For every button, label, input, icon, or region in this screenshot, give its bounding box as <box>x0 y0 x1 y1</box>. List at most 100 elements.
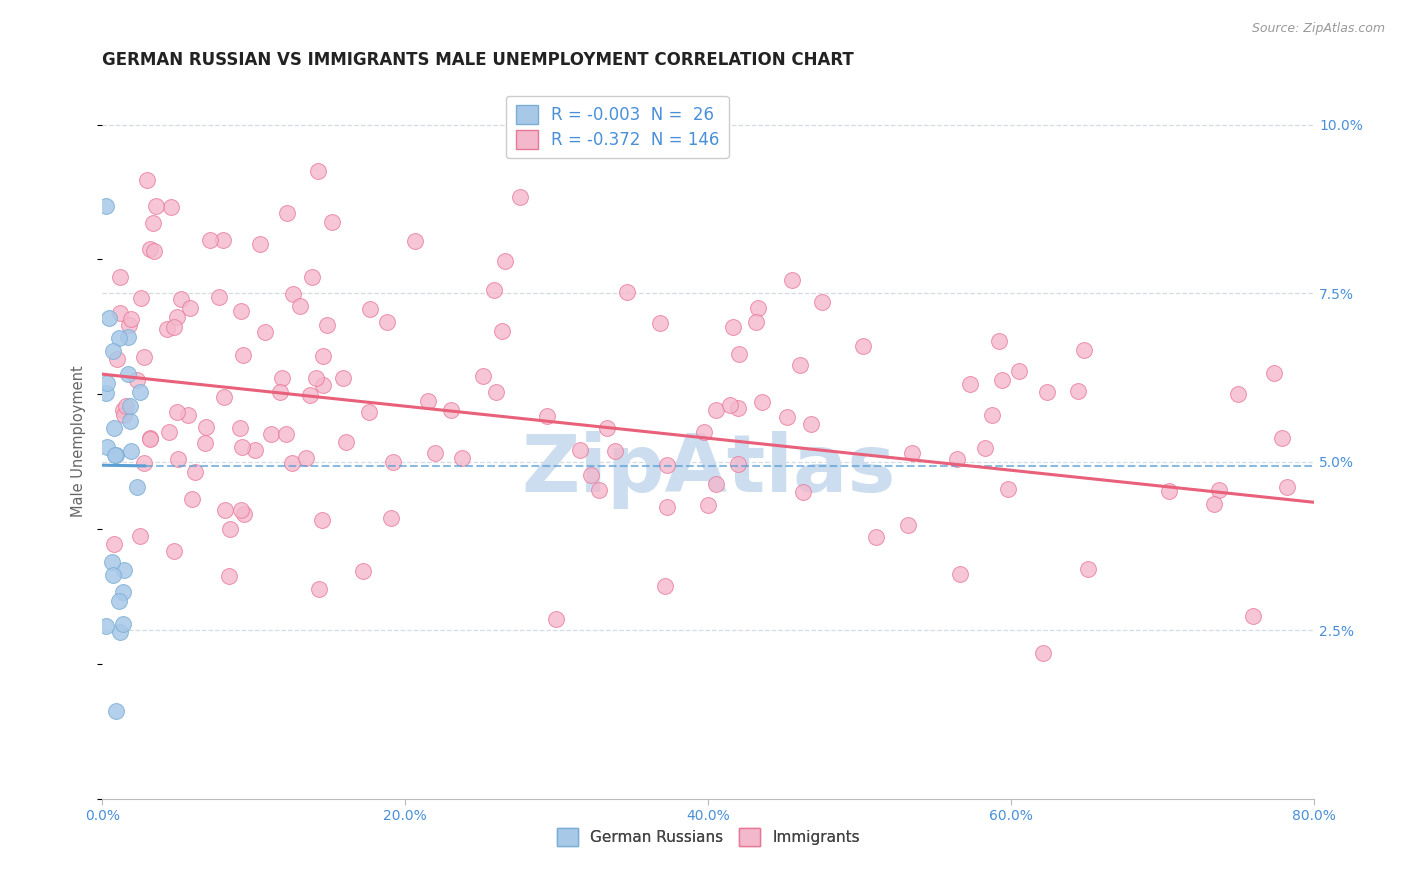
Point <box>949 566 972 581</box>
Point <box>655 500 678 514</box>
Point <box>852 338 875 352</box>
Point <box>616 285 638 300</box>
Point <box>718 398 741 412</box>
Point <box>298 387 321 401</box>
Point <box>181 491 204 506</box>
Point <box>1077 562 1099 576</box>
Point <box>156 322 179 336</box>
Point <box>288 299 311 313</box>
Point <box>195 419 218 434</box>
Point <box>198 233 221 247</box>
Point <box>595 421 617 435</box>
Point <box>311 513 333 527</box>
Text: Source: ZipAtlas.com: Source: ZipAtlas.com <box>1251 22 1385 36</box>
Point <box>96 440 118 454</box>
Point <box>568 443 591 458</box>
Point <box>727 401 749 415</box>
Point <box>212 390 235 404</box>
Point <box>494 253 516 268</box>
Point <box>111 585 134 599</box>
Point <box>142 216 165 230</box>
Point <box>249 237 271 252</box>
Y-axis label: Male Unemployment: Male Unemployment <box>72 366 86 517</box>
Point <box>648 317 671 331</box>
Point <box>776 409 799 424</box>
Point <box>990 373 1012 387</box>
Point <box>1067 384 1090 399</box>
Point <box>105 352 128 367</box>
Point <box>321 215 343 229</box>
Point <box>142 244 165 258</box>
Point <box>120 312 142 326</box>
Point <box>157 425 180 439</box>
Point <box>145 199 167 213</box>
Point <box>301 269 323 284</box>
Point <box>211 233 233 247</box>
Point <box>312 378 335 392</box>
Point <box>163 544 186 558</box>
Point <box>472 369 495 384</box>
Point <box>281 456 304 470</box>
Point <box>747 301 769 315</box>
Point <box>166 405 188 419</box>
Point <box>129 291 152 305</box>
Point <box>117 329 139 343</box>
Point <box>1157 483 1180 498</box>
Point <box>115 399 138 413</box>
Point <box>789 358 811 372</box>
Point <box>177 408 200 422</box>
Point <box>229 303 252 318</box>
Point <box>136 172 159 186</box>
Point <box>101 344 124 359</box>
Point <box>166 310 188 325</box>
Point <box>163 319 186 334</box>
Point <box>276 206 298 220</box>
Point <box>423 446 446 460</box>
Point <box>693 425 716 440</box>
Point <box>1036 384 1059 399</box>
Point <box>112 408 135 422</box>
Point <box>207 289 229 303</box>
Point <box>536 409 558 424</box>
Point <box>132 456 155 470</box>
Point <box>295 451 318 466</box>
Point <box>315 318 337 332</box>
Point <box>104 705 127 719</box>
Point <box>96 619 118 633</box>
Point <box>1008 364 1031 378</box>
Point <box>897 518 920 533</box>
Point <box>811 295 834 310</box>
Point <box>988 334 1011 348</box>
Point <box>107 594 129 608</box>
Point <box>359 302 381 317</box>
Point <box>218 522 240 536</box>
Point <box>335 434 357 449</box>
Point <box>179 301 201 315</box>
Point <box>104 448 127 462</box>
Point <box>120 444 142 458</box>
Point <box>233 508 256 522</box>
Point <box>581 468 603 483</box>
Point <box>728 346 751 360</box>
Point <box>129 384 152 399</box>
Point <box>308 582 330 597</box>
Point <box>231 440 253 454</box>
Point <box>312 349 335 363</box>
Point <box>959 376 981 391</box>
Point <box>245 442 267 457</box>
Point <box>127 480 149 494</box>
Point <box>508 189 530 203</box>
Point <box>605 444 627 458</box>
Point <box>800 417 823 432</box>
Point <box>138 242 160 256</box>
Point <box>865 530 887 544</box>
Point <box>485 384 508 399</box>
Point <box>704 403 727 417</box>
Point <box>139 431 162 445</box>
Point <box>103 421 125 435</box>
Point <box>105 448 128 462</box>
Point <box>281 286 304 301</box>
Point <box>101 555 124 569</box>
Point <box>218 569 240 583</box>
Point <box>108 306 131 320</box>
